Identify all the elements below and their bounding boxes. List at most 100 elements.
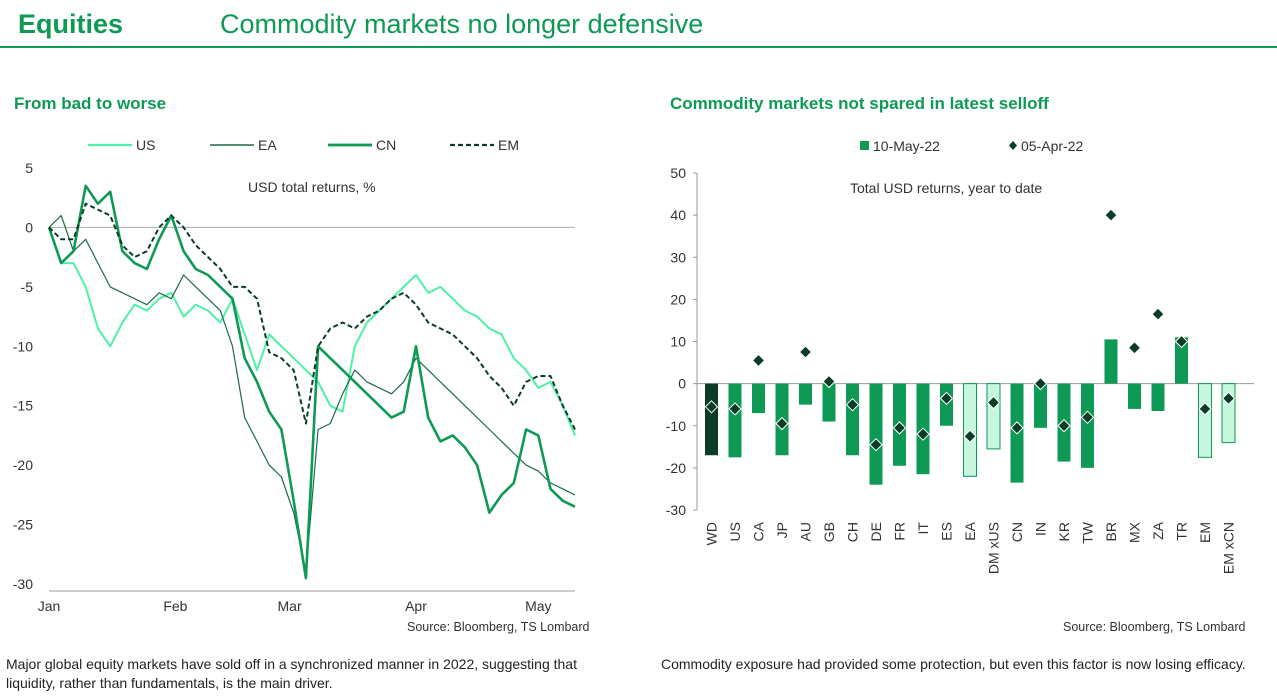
y-tick-label: -30 (666, 502, 686, 518)
diamond-marker (1127, 341, 1142, 355)
page-title: Commodity markets no longer defensive (220, 9, 704, 39)
right-chart-title: Commodity markets not spared in latest s… (670, 94, 1049, 113)
y-tick-label: 40 (670, 207, 686, 223)
category-label: BR (1103, 522, 1119, 541)
diamond-marker (845, 397, 860, 412)
diamond-marker (963, 429, 977, 443)
diamond-marker (1010, 421, 1024, 435)
x-tick-label: Feb (163, 598, 187, 614)
diamond-marker (939, 391, 954, 406)
category-label: TW (1080, 521, 1096, 544)
bar (1198, 383, 1212, 458)
category-label: IT (915, 522, 931, 535)
category-label: CH (845, 522, 861, 542)
legend-label: EM (498, 137, 519, 153)
series-line-us (48, 227, 576, 436)
legend-label: CN (376, 137, 396, 153)
bar (846, 383, 859, 456)
legend-label: 05-Apr-22 (1021, 138, 1083, 154)
category-label: CA (751, 521, 767, 541)
diamond-marker (704, 400, 719, 414)
y-tick-label: 20 (670, 291, 686, 307)
y-tick-label: 30 (670, 249, 686, 265)
diamond-marker (822, 374, 836, 389)
category-label: JP (774, 522, 790, 538)
category-label: EM xCN (1221, 522, 1237, 574)
bar (986, 383, 1001, 450)
bar (705, 383, 718, 456)
bar (869, 383, 883, 485)
bar (799, 383, 812, 405)
bar (1081, 383, 1094, 468)
category-label: IN (1033, 522, 1049, 536)
y-tick-label: 0 (678, 376, 686, 392)
x-tick-label: Jan (38, 598, 61, 614)
y-tick-label: -20 (666, 460, 686, 476)
category-label: GB (821, 522, 837, 542)
legend-label: US (136, 137, 155, 153)
y-tick-label: -10 (666, 418, 686, 434)
diamond-marker (775, 416, 789, 431)
series-line-ea (48, 214, 576, 573)
y-tick-label: -30 (13, 576, 33, 592)
right-source: Source: Bloomberg, TS Lombard (1063, 620, 1246, 634)
bar (1151, 383, 1165, 412)
category-label: ES (939, 522, 955, 541)
y-tick-label: -20 (13, 457, 33, 473)
y-tick-label: 10 (670, 334, 686, 350)
y-tick-label: -5 (21, 279, 34, 295)
x-tick-label: Mar (278, 598, 302, 614)
bar (728, 383, 742, 458)
diamond-marker (1080, 410, 1095, 425)
bar (1034, 383, 1047, 428)
left-caption: Major global equity markets have sold of… (6, 656, 577, 691)
category-label: EM (1197, 522, 1213, 543)
diamond-marker (986, 395, 1001, 410)
y-tick-label: 5 (25, 160, 33, 176)
legend-swatch-diamond (1009, 141, 1017, 150)
chart-annotation: USD total returns, % (248, 179, 376, 195)
left-source: Source: Bloomberg, TS Lombard (407, 620, 590, 634)
series-line-cn (47, 184, 576, 580)
category-label: MX (1127, 521, 1143, 543)
category-label: US (727, 522, 743, 541)
y-tick-label: -10 (13, 338, 33, 354)
diamond-marker (1198, 402, 1212, 416)
category-label: TR (1174, 522, 1190, 541)
y-tick-label: -25 (13, 517, 33, 533)
diamond-marker (1104, 208, 1118, 222)
bar (1128, 383, 1141, 409)
diamond-marker (1057, 419, 1071, 433)
y-tick-label: -15 (13, 398, 33, 414)
category-label: CN (1009, 522, 1025, 542)
diamond-marker (1151, 307, 1165, 321)
right-caption: Commodity exposure had provided some pro… (661, 656, 1246, 672)
diamond-marker (1221, 391, 1236, 406)
bar (1175, 337, 1188, 384)
bar (1104, 339, 1118, 384)
diamond-marker (751, 353, 766, 368)
diamond-marker (1033, 376, 1048, 391)
category-label: WD (704, 522, 720, 545)
legend-label: EA (258, 137, 277, 153)
diamond-marker (869, 437, 883, 452)
legend-label: 10-May-22 (873, 138, 940, 154)
line-chart: 5 0 -5 -10 -15 -20 -25 -30 Jan Feb Mar Apr May USD to… (13, 137, 576, 614)
diamond-marker (892, 421, 907, 435)
category-label: EA (962, 521, 978, 540)
header-rule (0, 46, 1277, 48)
left-chart-title: From bad to worse (14, 94, 167, 113)
y-tick-label: 50 (670, 165, 686, 181)
diamond-marker (916, 427, 930, 441)
bar (752, 383, 765, 414)
category-label: DE (868, 522, 884, 541)
category-label: ZA (1150, 521, 1166, 540)
bar (822, 383, 836, 422)
section-label: Equities (18, 9, 124, 39)
category-label: KR (1056, 522, 1072, 541)
y-tick-label: 0 (25, 219, 33, 235)
x-tick-label: May (525, 598, 551, 614)
category-label: DM xUS (986, 522, 1002, 574)
x-tick-label: Apr (405, 598, 427, 614)
